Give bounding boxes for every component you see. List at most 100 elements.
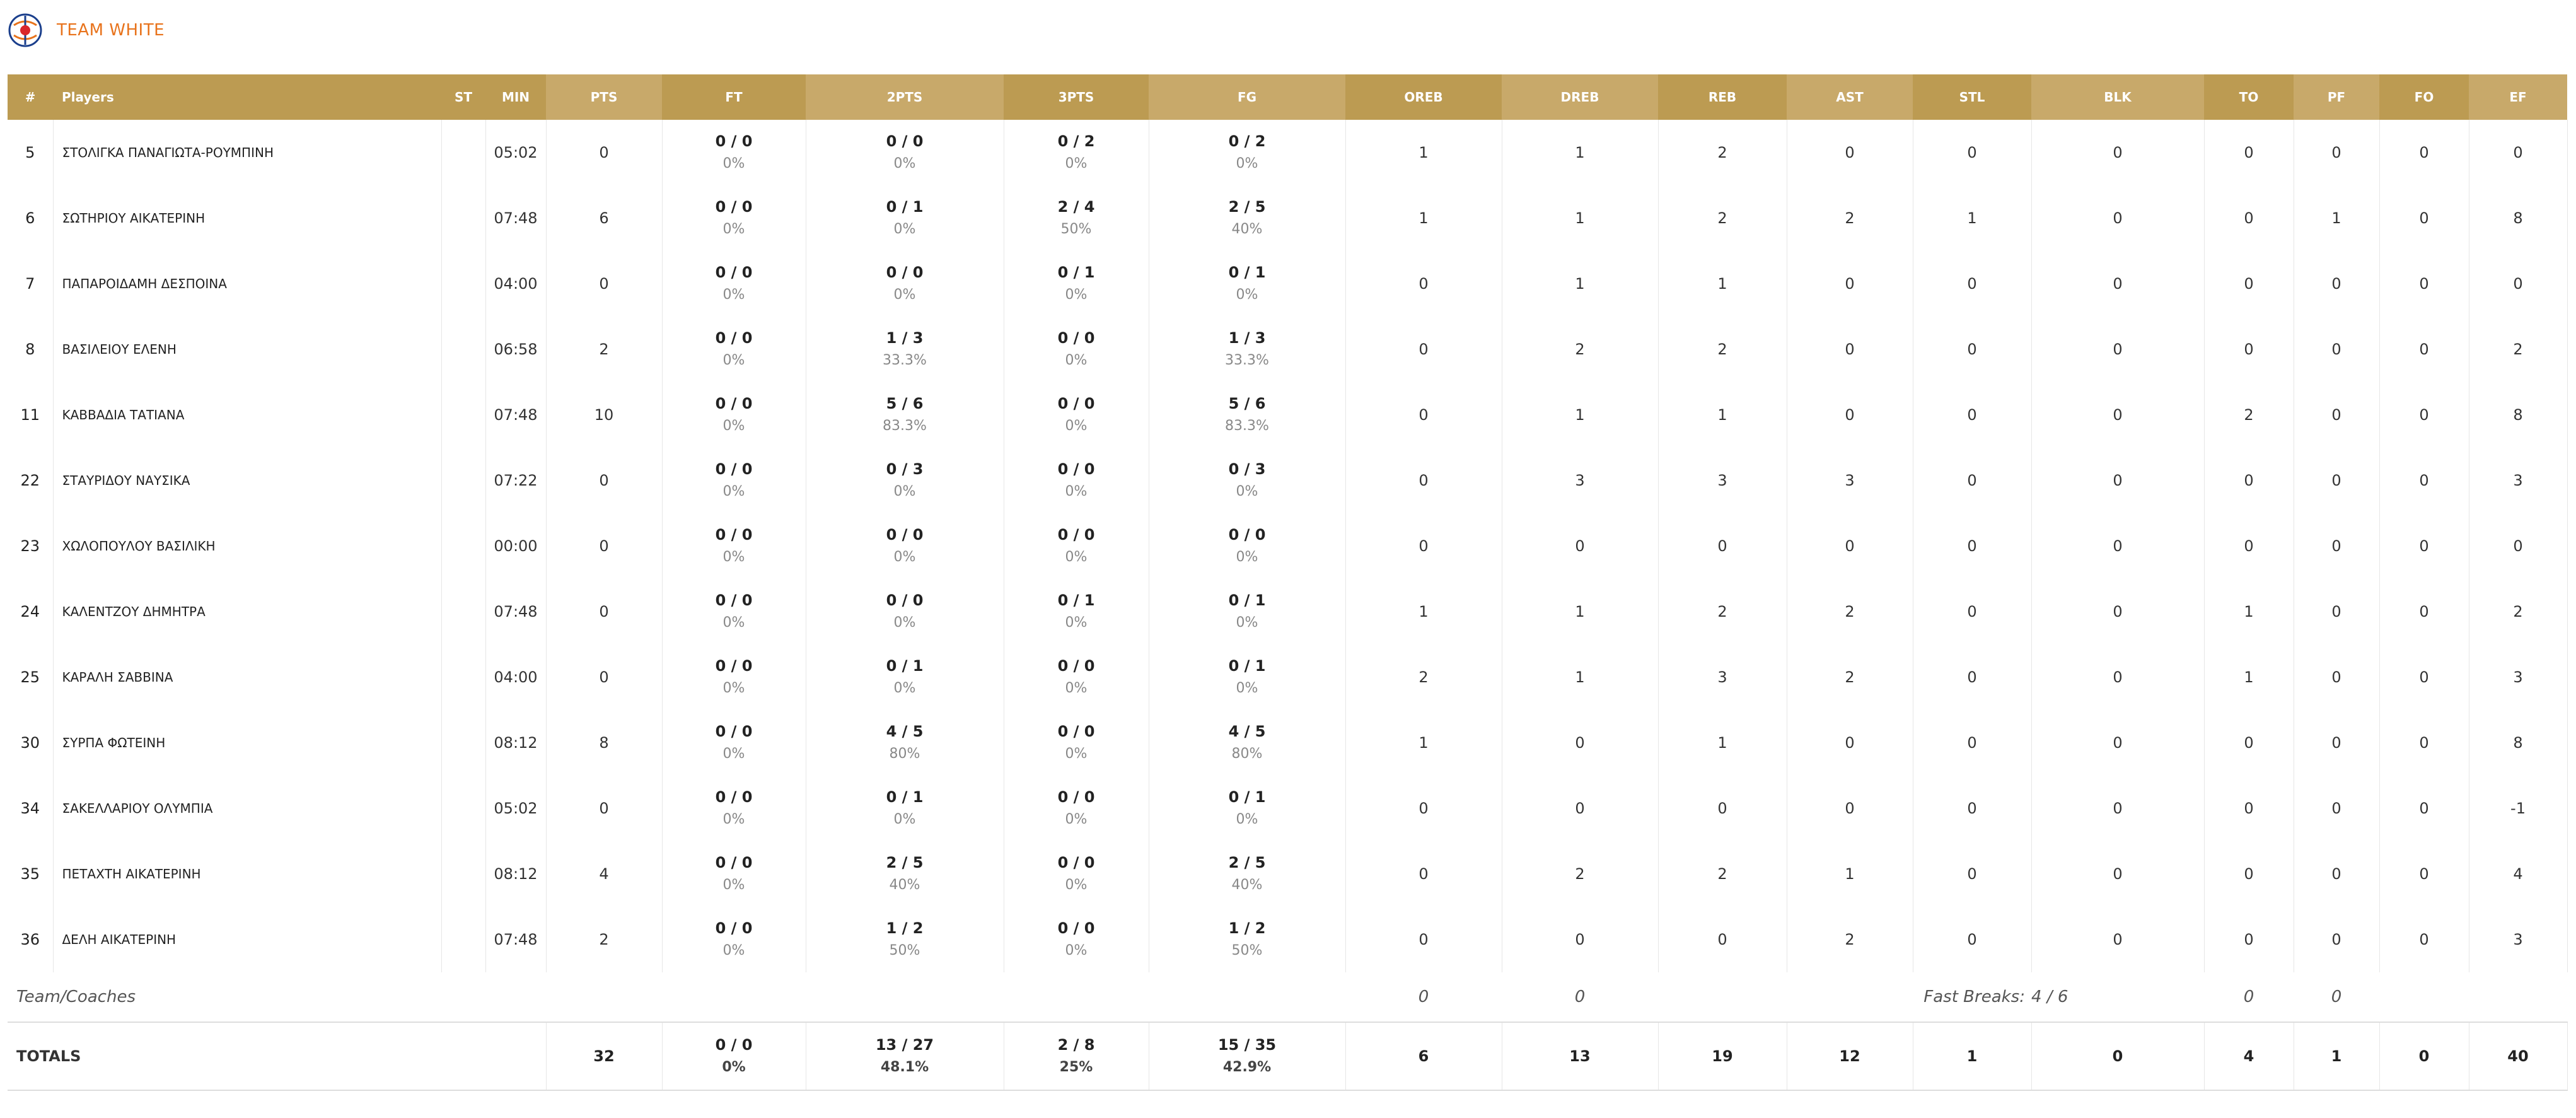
player-p3-cell: 2 / 4 50% [1004, 185, 1149, 251]
player-p3-pct: 0% [1065, 812, 1088, 827]
player-p3-cell: 0 / 0 0% [1004, 710, 1149, 776]
player-p3-cell: 0 / 0 0% [1004, 317, 1149, 382]
col-number[interactable]: # [8, 74, 53, 120]
player-blk: 0 [2031, 644, 2205, 710]
player-name[interactable]: ΧΩΛΟΠΟΥΛΟΥ ΒΑΣΙΛΙΚΗ [53, 513, 442, 579]
player-name[interactable]: ΠΕΤΑΧΤΗ ΑΙΚΑΤΕΡΙΝΗ [53, 841, 442, 907]
player-ast: 2 [1787, 185, 1913, 251]
totals-3pts: 2 / 8 25% [1004, 1022, 1149, 1091]
col-pts[interactable]: PTS [546, 74, 662, 120]
col-st[interactable]: ST [441, 74, 485, 120]
player-minutes: 07:48 [485, 907, 547, 972]
player-p3-cell: 0 / 0 0% [1004, 513, 1149, 579]
player-p2-cell: 0 / 0 0% [806, 579, 1004, 644]
player-name[interactable]: ΚΑΛΕΝΤΖΟΥ ΔΗΜΗΤΡΑ [53, 579, 442, 644]
col-pf[interactable]: PF [2294, 74, 2379, 120]
player-stl: 0 [1913, 841, 2032, 907]
player-starter [441, 579, 486, 644]
player-ft-cell: 0 / 0 0% [662, 251, 806, 317]
totals-2pts-made: 13 / 27 [875, 1036, 934, 1054]
player-fg-made: 4 / 5 [1228, 723, 1266, 740]
player-fg-cell: 2 / 5 40% [1149, 185, 1346, 251]
player-stl: 1 [1913, 185, 2032, 251]
col-reb[interactable]: REB [1658, 74, 1787, 120]
player-minutes: 08:12 [485, 841, 547, 907]
player-fg-pct: 0% [1236, 287, 1258, 303]
player-starter [441, 644, 486, 710]
player-name[interactable]: ΚΑΡΑΛΗ ΣΑΒΒΙΝΑ [53, 644, 442, 710]
col-3pts[interactable]: 3PTS [1004, 74, 1149, 120]
player-reb: 3 [1658, 644, 1787, 710]
player-name[interactable]: ΒΑΣΙΛΕΙΟΥ ΕΛΕΝΗ [53, 317, 442, 382]
col-fg[interactable]: FG [1149, 74, 1345, 120]
player-fg-cell: 0 / 0 0% [1149, 513, 1346, 579]
player-name[interactable]: ΣΩΤΗΡΙΟΥ ΑΙΚΑΤΕΡΙΝΗ [53, 185, 442, 251]
player-name[interactable]: ΣΑΚΕΛΛΑΡΙΟΥ ΟΛΥΜΠΙΑ [53, 776, 442, 841]
totals-ast: 12 [1787, 1022, 1913, 1091]
col-players[interactable]: Players [53, 74, 441, 120]
col-ft[interactable]: FT [662, 74, 806, 120]
player-blk: 0 [2031, 513, 2205, 579]
player-name[interactable]: ΠΑΠΑΡΟΙΔΑΜΗ ΔΕΣΠΟΙΝΑ [53, 251, 442, 317]
team-name[interactable]: TEAM WHITE [57, 21, 165, 40]
totals-2pts: 13 / 27 48.1% [806, 1022, 1004, 1091]
col-ef[interactable]: EF [2469, 74, 2567, 120]
player-p2-made: 0 / 0 [886, 526, 924, 544]
player-ft-pct: 0% [722, 877, 745, 893]
player-p3-made: 0 / 2 [1057, 132, 1095, 150]
player-name[interactable]: ΚΑΒΒΑΔΙΑ ΤΑΤΙΑΝΑ [53, 382, 442, 448]
player-p2-cell: 5 / 6 83.3% [806, 382, 1004, 448]
col-fo[interactable]: FO [2379, 74, 2469, 120]
player-ft-pct: 0% [722, 287, 745, 303]
col-to[interactable]: TO [2204, 74, 2294, 120]
totals-pf: 1 [2294, 1022, 2380, 1091]
player-dreb: 1 [1502, 185, 1659, 251]
player-p2-cell: 0 / 1 0% [806, 776, 1004, 841]
coaches-oreb: 0 [1418, 987, 1429, 1006]
player-number: 22 [8, 448, 54, 513]
player-minutes: 07:48 [485, 579, 547, 644]
player-fg-pct: 33.3% [1225, 352, 1269, 368]
box-score-table: # Players ST MIN PTS FT 2PTS 3PTS FG ORE… [8, 74, 2568, 1091]
player-p2-made: 1 / 2 [886, 919, 924, 937]
col-2pts[interactable]: 2PTS [806, 74, 1004, 120]
player-starter [441, 185, 486, 251]
player-to: 0 [2204, 185, 2294, 251]
player-ft-made: 0 / 0 [715, 526, 753, 544]
player-p3-pct: 0% [1065, 943, 1088, 958]
player-name[interactable]: ΣΤΟΛΙΓΚΑ ΠΑΝΑΓΙΩΤΑ-ΡΟΥΜΠΙΝΗ [53, 120, 442, 185]
player-ft-cell: 0 / 0 0% [662, 185, 806, 251]
col-dreb[interactable]: DREB [1502, 74, 1658, 120]
player-ef: 2 [2469, 579, 2568, 644]
player-blk: 0 [2031, 251, 2205, 317]
player-ft-pct: 0% [722, 484, 745, 499]
player-ef: 8 [2469, 185, 2568, 251]
player-starter [441, 448, 486, 513]
col-oreb[interactable]: OREB [1345, 74, 1502, 120]
col-blk[interactable]: BLK [2031, 74, 2204, 120]
player-name[interactable]: ΣΤΑΥΡΙΔΟΥ ΝΑΥΣΙΚΑ [53, 448, 442, 513]
col-ast[interactable]: AST [1787, 74, 1913, 120]
player-to: 0 [2204, 448, 2294, 513]
player-p2-made: 0 / 1 [886, 198, 924, 216]
player-blk: 0 [2031, 382, 2205, 448]
player-fo: 0 [2379, 776, 2469, 841]
player-ft-cell: 0 / 0 0% [662, 448, 806, 513]
player-p3-pct: 0% [1065, 484, 1088, 499]
player-to: 2 [2204, 382, 2294, 448]
col-min[interactable]: MIN [485, 74, 546, 120]
player-p3-pct: 0% [1065, 287, 1088, 303]
player-fg-pct: 0% [1236, 812, 1258, 827]
player-ft-pct: 0% [722, 549, 745, 565]
player-fg-pct: 0% [1236, 680, 1258, 696]
player-ft-made: 0 / 0 [715, 723, 753, 740]
player-ft-made: 0 / 0 [715, 132, 753, 150]
col-stl[interactable]: STL [1913, 74, 2031, 120]
totals-dreb: 13 [1502, 1022, 1659, 1091]
player-name[interactable]: ΔΕΛΗ ΑΙΚΑΤΕΡΙΝΗ [53, 907, 442, 972]
player-fg-pct: 0% [1236, 484, 1258, 499]
player-name[interactable]: ΣΥΡΠΑ ΦΩΤΕΙΝΗ [53, 710, 442, 776]
player-p2-cell: 1 / 2 50% [806, 907, 1004, 972]
player-fg-pct: 50% [1231, 943, 1263, 958]
player-p3-pct: 0% [1065, 156, 1088, 172]
